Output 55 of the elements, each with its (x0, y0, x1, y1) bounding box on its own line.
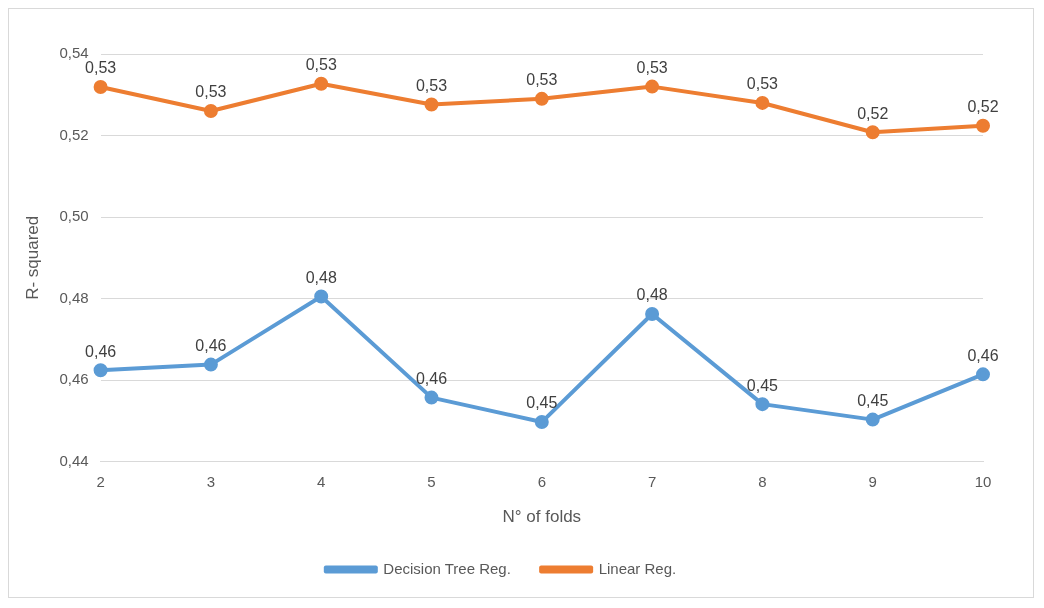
point (93, 80, 108, 95)
x-tick-label: 9 (868, 472, 877, 490)
x-tick-label: 5 (427, 472, 436, 490)
y-tick-label: 0,54 (59, 44, 89, 62)
data-label: 0,52 (967, 98, 999, 116)
x-tick-label: 3 (206, 472, 216, 490)
point (203, 357, 218, 372)
y-tick-label: 0,50 (59, 207, 89, 225)
data-label: 0,53 (195, 83, 227, 101)
data-label: 0,46 (85, 342, 117, 360)
point (976, 118, 990, 133)
point (314, 76, 329, 91)
x-tick-label: 8 (758, 472, 767, 490)
point (865, 125, 880, 140)
point (645, 79, 660, 94)
data-label: 0,52 (857, 104, 889, 122)
x-tick-label: 7 (647, 472, 657, 490)
x-tick-label: 10 (974, 472, 992, 490)
point (203, 104, 218, 119)
data-label: 0,53 (415, 76, 448, 94)
legend-label: Decision Tree Reg. (383, 559, 511, 577)
data-label: 0,53 (636, 59, 668, 77)
x-tick-label: 6 (537, 472, 546, 490)
point (976, 367, 990, 382)
x-tick-label: 2 (96, 472, 105, 490)
data-label: 0,45 (526, 394, 558, 412)
point (645, 307, 660, 322)
data-label: 0,53 (746, 75, 779, 93)
data-label: 0,46 (967, 346, 999, 364)
point (755, 95, 770, 110)
x-axis-title: N° of folds (502, 507, 582, 527)
legend-label: Linear Reg. (598, 559, 677, 577)
point (534, 415, 549, 430)
y-tick-label: 0,46 (59, 370, 89, 388)
point (424, 390, 439, 405)
point (314, 289, 329, 304)
data-label: 0,45 (857, 392, 889, 410)
data-label: 0,45 (746, 376, 779, 394)
point (865, 412, 880, 427)
point (424, 97, 439, 112)
point (93, 363, 108, 378)
point (755, 397, 770, 412)
data-label: 0,48 (636, 286, 668, 304)
data-label: 0,53 (305, 56, 337, 74)
y-axis-title: R- squared (22, 215, 42, 300)
data-label: 0,48 (305, 268, 337, 286)
data-label: 0,46 (415, 370, 448, 388)
data-label: 0,53 (85, 59, 117, 77)
point (534, 91, 549, 106)
x-tick-label: 4 (317, 472, 326, 490)
y-tick-label: 0,52 (59, 125, 89, 143)
data-label: 0,53 (526, 71, 558, 89)
data-label: 0,46 (195, 337, 227, 354)
y-tick-label: 0,48 (59, 288, 89, 306)
y-tick-label: 0,44 (59, 451, 89, 469)
